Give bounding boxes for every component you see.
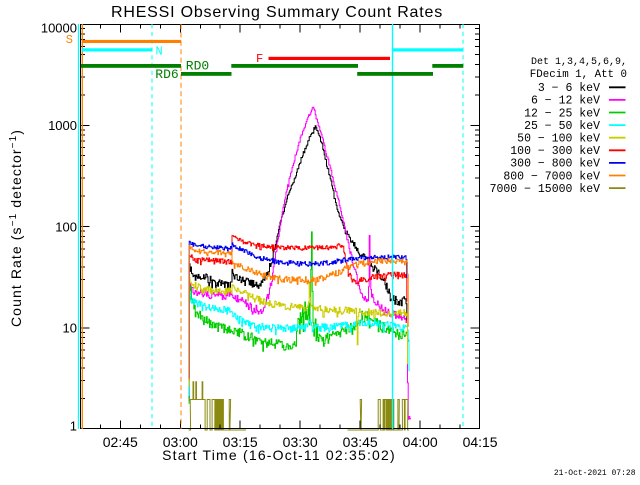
svg-text:03:45: 03:45 xyxy=(343,434,378,450)
svg-text:12 − 25 keV: 12 − 25 keV xyxy=(524,107,600,120)
svg-text:04:15: 04:15 xyxy=(463,434,498,450)
svg-text:Count Rate (s−1 detector−1): Count Rate (s−1 detector−1) xyxy=(8,129,24,327)
svg-text:RD0: RD0 xyxy=(186,59,209,74)
svg-text:Start Time (16-Oct-11 02:35:02: Start Time (16-Oct-11 02:35:02) xyxy=(162,447,396,463)
svg-text:03:00: 03:00 xyxy=(163,434,198,450)
svg-text:10000: 10000 xyxy=(41,21,77,36)
svg-text:21-Oct-2021 07:28: 21-Oct-2021 07:28 xyxy=(554,469,636,478)
svg-text:25 − 50 keV: 25 − 50 keV xyxy=(524,120,600,133)
svg-text:FDecim 1, Att 0: FDecim 1, Att 0 xyxy=(530,69,627,81)
svg-text:03:15: 03:15 xyxy=(223,434,258,450)
svg-text:F: F xyxy=(256,52,263,66)
svg-text:RD6: RD6 xyxy=(155,67,178,82)
svg-text:N: N xyxy=(156,45,163,59)
svg-text:03:30: 03:30 xyxy=(283,434,318,450)
svg-text:100 − 300 keV: 100 − 300 keV xyxy=(510,145,600,158)
svg-text:S: S xyxy=(66,33,73,47)
svg-text:1000: 1000 xyxy=(48,118,77,133)
svg-text:100: 100 xyxy=(55,220,77,235)
svg-text:04:00: 04:00 xyxy=(403,434,438,450)
svg-text:Det 1,3,4,5,6,9,: Det 1,3,4,5,6,9, xyxy=(531,57,627,68)
svg-text:10: 10 xyxy=(63,321,77,336)
svg-text:800 − 7000 keV: 800 − 7000 keV xyxy=(503,170,600,183)
svg-text:300 − 800 keV: 300 − 800 keV xyxy=(510,158,600,171)
svg-text:6 − 12 keV: 6 − 12 keV xyxy=(531,95,600,108)
svg-text:3 − 6 keV: 3 − 6 keV xyxy=(538,82,600,95)
svg-text:1: 1 xyxy=(70,419,77,434)
svg-text:RHESSI Observing Summary Count: RHESSI Observing Summary Count Rates xyxy=(111,4,443,21)
svg-text:7000 − 15000 keV: 7000 − 15000 keV xyxy=(490,183,601,196)
svg-text:02:45: 02:45 xyxy=(103,434,138,450)
svg-text:50 − 100 keV: 50 − 100 keV xyxy=(517,133,600,146)
